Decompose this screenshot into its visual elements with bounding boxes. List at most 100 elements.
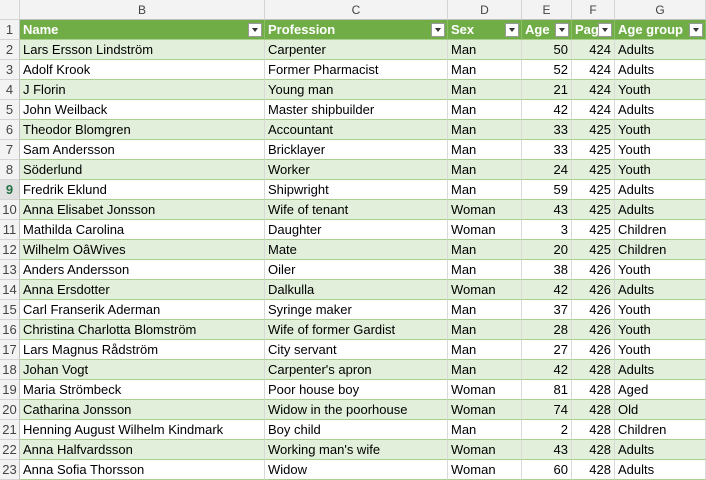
table-cell[interactable]: 33 [522,140,572,160]
row-number[interactable]: 22 [0,440,20,460]
table-cell[interactable]: Man [448,420,522,440]
table-cell[interactable]: Carpenter [265,40,448,60]
table-cell[interactable]: Working man's wife [265,440,448,460]
table-cell[interactable]: John Weilback [20,100,265,120]
row-number[interactable]: 23 [0,460,20,480]
table-cell[interactable]: Old [615,400,706,420]
table-cell[interactable]: Woman [448,280,522,300]
table-cell[interactable]: Youth [615,140,706,160]
table-cell[interactable]: Man [448,340,522,360]
table-cell[interactable]: Aged [615,380,706,400]
table-cell[interactable]: Adults [615,60,706,80]
table-cell[interactable]: Adults [615,280,706,300]
header-cell[interactable]: Sex [448,20,522,40]
header-cell[interactable]: Age [522,20,572,40]
table-cell[interactable]: 428 [572,380,615,400]
table-cell[interactable]: 424 [572,60,615,80]
table-cell[interactable]: 428 [572,420,615,440]
table-cell[interactable]: 426 [572,300,615,320]
table-cell[interactable]: 3 [522,220,572,240]
table-cell[interactable]: Widow in the poorhouse [265,400,448,420]
table-cell[interactable]: J Florin [20,80,265,100]
table-cell[interactable]: Christina Charlotta Blomström [20,320,265,340]
table-cell[interactable]: Children [615,220,706,240]
table-cell[interactable]: Adults [615,360,706,380]
table-cell[interactable]: Accountant [265,120,448,140]
table-cell[interactable]: Man [448,60,522,80]
table-cell[interactable]: Syringe maker [265,300,448,320]
filter-dropdown-icon[interactable] [598,23,612,37]
table-cell[interactable]: Youth [615,340,706,360]
table-cell[interactable]: 21 [522,80,572,100]
row-number[interactable]: 2 [0,40,20,60]
table-cell[interactable]: Man [448,100,522,120]
row-number[interactable]: 9 [0,180,20,200]
row-number[interactable]: 16 [0,320,20,340]
row-number[interactable]: 18 [0,360,20,380]
table-cell[interactable]: 425 [572,200,615,220]
header-cell[interactable]: Age group [615,20,706,40]
table-cell[interactable]: 428 [572,400,615,420]
table-cell[interactable]: Lars Ersson Lindström [20,40,265,60]
table-cell[interactable]: Man [448,260,522,280]
row-number[interactable]: 14 [0,280,20,300]
table-cell[interactable]: Wilhelm OâWives [20,240,265,260]
row-number[interactable]: 17 [0,340,20,360]
table-cell[interactable]: Anna Halfvardsson [20,440,265,460]
header-cell[interactable]: Profession [265,20,448,40]
table-cell[interactable]: 60 [522,460,572,480]
table-cell[interactable]: Maria Strömbeck [20,380,265,400]
table-cell[interactable]: 426 [572,260,615,280]
table-cell[interactable]: Henning August Wilhelm Kindmark [20,420,265,440]
table-cell[interactable]: Anna Sofia Thorsson [20,460,265,480]
row-number[interactable]: 4 [0,80,20,100]
table-cell[interactable]: 59 [522,180,572,200]
table-cell[interactable]: Man [448,180,522,200]
table-cell[interactable]: Anna Ersdotter [20,280,265,300]
table-cell[interactable]: 425 [572,180,615,200]
row-number[interactable]: 5 [0,100,20,120]
table-cell[interactable]: Daughter [265,220,448,240]
table-cell[interactable]: Mathilda Carolina [20,220,265,240]
table-cell[interactable]: 424 [572,80,615,100]
table-cell[interactable]: Youth [615,120,706,140]
table-cell[interactable]: Youth [615,260,706,280]
header-cell[interactable]: Page [572,20,615,40]
row-number[interactable]: 8 [0,160,20,180]
table-cell[interactable]: Oiler [265,260,448,280]
table-cell[interactable]: 428 [572,440,615,460]
table-cell[interactable]: Carl Franserik Aderman [20,300,265,320]
table-cell[interactable]: Bricklayer [265,140,448,160]
table-cell[interactable]: Man [448,40,522,60]
table-cell[interactable]: 424 [572,40,615,60]
column-header-c[interactable]: C [265,0,448,20]
row-number[interactable]: 12 [0,240,20,260]
table-cell[interactable]: Adults [615,40,706,60]
column-header-d[interactable]: D [448,0,522,20]
filter-dropdown-icon[interactable] [689,23,703,37]
table-cell[interactable]: Man [448,240,522,260]
table-cell[interactable]: Man [448,320,522,340]
table-cell[interactable]: Wife of tenant [265,200,448,220]
column-header-e[interactable]: E [522,0,572,20]
table-cell[interactable]: Man [448,360,522,380]
table-cell[interactable]: Master shipbuilder [265,100,448,120]
row-number[interactable]: 21 [0,420,20,440]
row-number[interactable]: 13 [0,260,20,280]
table-cell[interactable]: 424 [572,100,615,120]
table-cell[interactable]: 425 [572,220,615,240]
table-cell[interactable]: 425 [572,160,615,180]
table-cell[interactable]: Carpenter's apron [265,360,448,380]
table-cell[interactable]: 42 [522,100,572,120]
table-cell[interactable]: 426 [572,320,615,340]
table-cell[interactable]: Söderlund [20,160,265,180]
table-cell[interactable]: Children [615,240,706,260]
table-cell[interactable]: Man [448,140,522,160]
table-cell[interactable]: Man [448,160,522,180]
table-cell[interactable]: Adults [615,200,706,220]
table-cell[interactable]: 2 [522,420,572,440]
table-cell[interactable]: 37 [522,300,572,320]
table-cell[interactable]: Theodor Blomgren [20,120,265,140]
table-cell[interactable]: 20 [522,240,572,260]
row-number[interactable]: 10 [0,200,20,220]
